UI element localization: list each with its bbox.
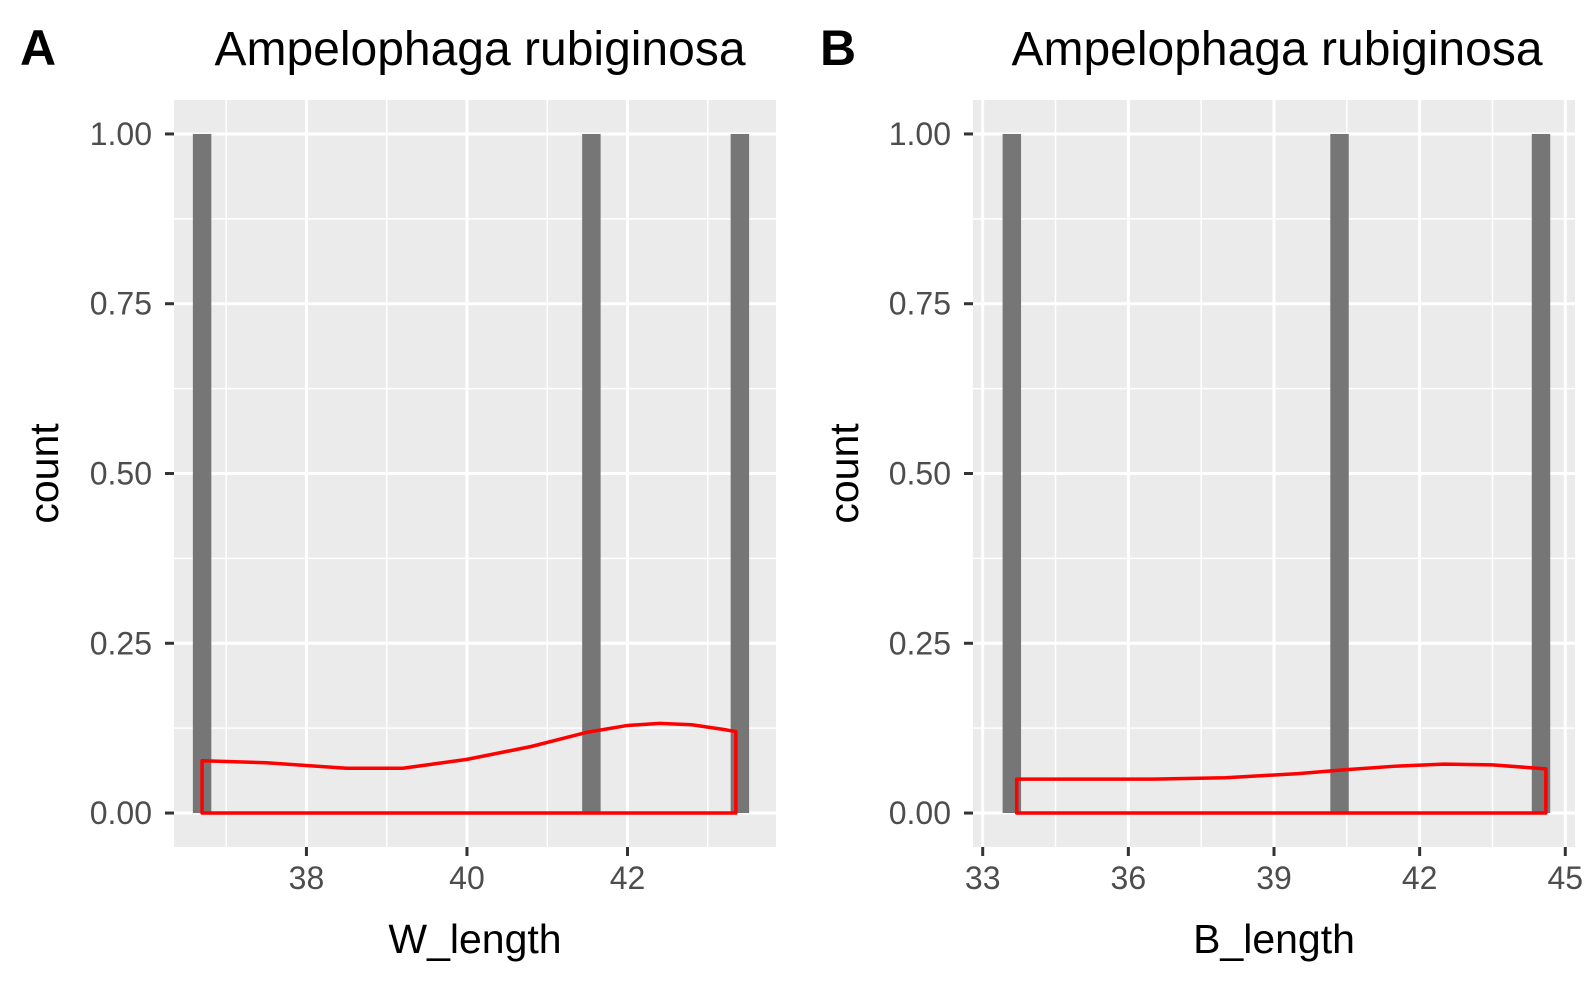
- x-tick-label: 33: [965, 860, 1001, 896]
- y-axis-label: count: [821, 423, 867, 524]
- x-axis-label: W_length: [388, 916, 561, 962]
- y-axis-label: count: [21, 423, 67, 524]
- x-tick-label: 42: [1402, 860, 1438, 896]
- histogram-bar: [1531, 133, 1551, 814]
- panel-tag: A: [20, 20, 56, 76]
- panel-a: 0.00 0.25 0.50 0.75 1.00 38 40 42 W_length count A…: [20, 20, 776, 962]
- y-tick-label: 0.50: [90, 456, 152, 492]
- x-tick-label: 42: [610, 860, 646, 896]
- histogram-bar: [730, 133, 750, 814]
- panel-tag: B: [820, 20, 856, 76]
- histogram-bar: [582, 133, 601, 814]
- histogram-bar: [1002, 133, 1022, 814]
- x-tick-label: 38: [289, 860, 325, 896]
- x-tick-label: 45: [1547, 860, 1583, 896]
- x-axis-label: B_length: [1193, 916, 1355, 962]
- y-tick-label: 0.75: [90, 286, 152, 322]
- x-tick-label: 36: [1111, 860, 1147, 896]
- histogram-bar: [192, 133, 212, 814]
- histogram-bar: [1330, 133, 1349, 814]
- y-tick-label: 0.00: [889, 795, 951, 831]
- y-tick-label: 1.00: [90, 116, 152, 152]
- chart-title: Ampelophaga rubiginosa: [1011, 23, 1542, 76]
- y-tick-label: 0.50: [889, 456, 951, 492]
- y-tick-label: 0.25: [889, 625, 951, 661]
- y-tick-label: 1.00: [889, 116, 951, 152]
- x-tick-label: 40: [449, 860, 485, 896]
- y-tick-label: 0.00: [90, 795, 152, 831]
- y-tick-label: 0.25: [90, 625, 152, 661]
- y-tick-label: 0.75: [889, 286, 951, 322]
- density-curve: [200, 721, 738, 815]
- chart-title: Ampelophaga rubiginosa: [214, 23, 745, 76]
- panel-b: 0.00 0.25 0.50 0.75 1.00 33 36 39 42 45 B_length co…: [820, 20, 1583, 962]
- density-curve: [1014, 762, 1548, 815]
- x-tick-label: 39: [1256, 860, 1292, 896]
